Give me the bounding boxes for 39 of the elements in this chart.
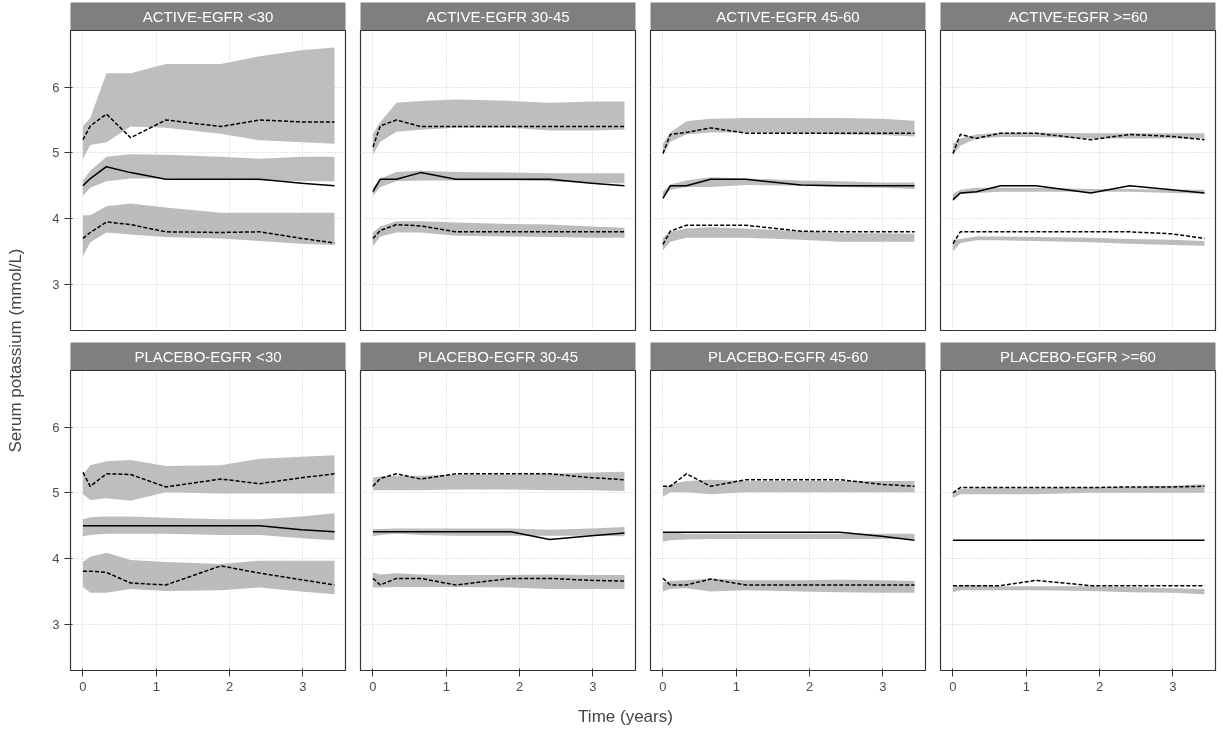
chart-title: ACTIVE-EGFR 30-45	[426, 8, 570, 25]
x-tick-label: 3	[589, 678, 597, 694]
chart-title: PLACEBO-EGFR 45-60	[707, 348, 869, 365]
x-tick-label: 2	[1096, 678, 1104, 694]
x-tick-label: 0	[369, 678, 377, 694]
y-tick-label: 6	[52, 419, 60, 435]
chart-title: ACTIVE-EGFR >=60	[1008, 8, 1148, 25]
x-tick-label: 1	[442, 678, 450, 694]
chart-title: PLACEBO-EGFR 30-45	[417, 348, 579, 365]
x-tick-label: 3	[299, 678, 307, 694]
chart-title: PLACEBO-EGFR >=60	[1000, 348, 1156, 365]
x-tick-label: 1	[152, 678, 160, 694]
y-axis-title: Serum potassium (mmol/L)	[6, 248, 25, 453]
x-tick-label: 1	[732, 678, 740, 694]
x-tick-label: 0	[79, 678, 87, 694]
x-tick-label: 0	[659, 678, 667, 694]
line-series	[82, 113, 336, 141]
line-series	[82, 165, 336, 187]
y-tick-label: 5	[52, 485, 60, 501]
y-tick-label: 5	[52, 145, 60, 161]
x-tick-label: 2	[516, 678, 524, 694]
x-tick-label: 3	[879, 678, 887, 694]
line-series	[82, 565, 336, 586]
x-tick-label: 1	[1022, 678, 1030, 694]
chart-title: PLACEBO-EGFR <30	[134, 348, 282, 365]
y-tick-label: 4	[52, 211, 60, 227]
x-tick-label: 2	[806, 678, 814, 694]
x-tick-label: 0	[949, 678, 957, 694]
y-tick-label: 4	[52, 551, 60, 567]
chart-title: ACTIVE-EGFR 45-60	[716, 8, 860, 25]
x-tick-label: 2	[226, 678, 234, 694]
line-series	[82, 221, 336, 244]
y-tick-label: 3	[52, 276, 60, 292]
x-tick-label: 3	[1169, 678, 1177, 694]
y-tick-label: 6	[52, 79, 60, 95]
y-tick-label: 3	[52, 616, 60, 632]
line-series	[82, 471, 336, 488]
x-axis-title: Time (years)	[578, 707, 673, 726]
chart-title: ACTIVE-EGFR <30	[142, 8, 274, 25]
